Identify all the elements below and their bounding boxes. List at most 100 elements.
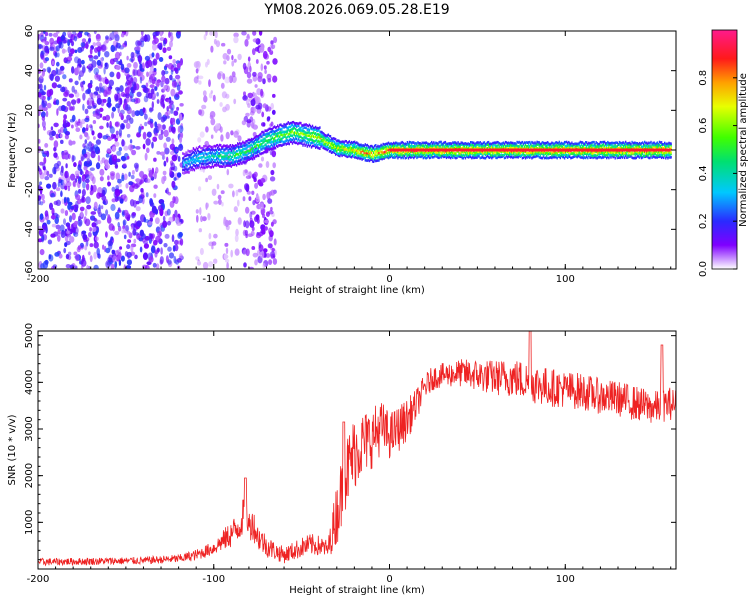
signal-ridge-cell bbox=[335, 144, 337, 147]
signal-ridge-cell bbox=[572, 143, 574, 146]
noise-scatter-dot bbox=[44, 45, 49, 53]
signal-ridge-cell bbox=[382, 142, 384, 146]
noise-scatter-dot bbox=[141, 84, 147, 89]
signal-ridge-cell bbox=[441, 154, 443, 158]
signal-ridge-cell bbox=[325, 138, 327, 142]
noise-scatter-dot bbox=[52, 166, 57, 175]
signal-ridge-cell bbox=[567, 150, 569, 154]
signal-ridge-cell bbox=[551, 152, 553, 155]
signal-ridge-cell bbox=[508, 151, 510, 154]
signal-ridge-cell bbox=[336, 142, 338, 146]
signal-ridge-cell bbox=[443, 151, 445, 155]
signal-ridge-cell bbox=[226, 164, 228, 167]
signal-ridge-cell bbox=[182, 165, 184, 168]
signal-ridge-cell bbox=[605, 142, 607, 145]
signal-ridge-cell bbox=[670, 152, 672, 156]
signal-ridge-cell bbox=[609, 146, 611, 150]
noise-scatter-dot bbox=[93, 241, 99, 249]
signal-ridge-cell bbox=[530, 154, 532, 157]
noise-column-dot bbox=[270, 251, 275, 258]
noise-scatter-dot bbox=[82, 64, 86, 73]
signal-ridge-cell bbox=[375, 156, 377, 160]
signal-ridge-cell bbox=[289, 137, 292, 141]
noise-gap-dot bbox=[221, 91, 227, 99]
signal-ridge-cell bbox=[592, 152, 594, 155]
signal-ridge-cell bbox=[409, 144, 412, 148]
signal-ridge-cell bbox=[648, 141, 650, 145]
noise-scatter-dot bbox=[158, 57, 164, 62]
noise-column-dot bbox=[245, 98, 250, 106]
signal-ridge-cell bbox=[367, 150, 370, 153]
noise-scatter-dot bbox=[136, 132, 141, 138]
signal-ridge-cell bbox=[628, 141, 630, 145]
signal-ridge-cell bbox=[350, 149, 353, 152]
signal-ridge-cell bbox=[640, 154, 643, 157]
signal-ridge-cell bbox=[538, 146, 540, 149]
noise-scatter-dot bbox=[84, 178, 90, 184]
signal-ridge-cell bbox=[194, 158, 197, 162]
signal-ridge-cell bbox=[625, 145, 627, 149]
signal-ridge-cell bbox=[350, 142, 353, 146]
signal-ridge-cell bbox=[580, 143, 583, 146]
signal-ridge-cell bbox=[303, 138, 305, 142]
signal-ridge-cell bbox=[420, 155, 422, 159]
signal-ridge-cell bbox=[306, 124, 308, 127]
signal-ridge-cell bbox=[302, 130, 304, 133]
signal-ridge-cell bbox=[211, 148, 213, 151]
noise-scatter-dot bbox=[55, 99, 60, 106]
signal-ridge-cell bbox=[505, 154, 508, 158]
signal-ridge-cell bbox=[648, 151, 650, 154]
signal-ridge-cell bbox=[349, 151, 352, 154]
signal-ridge-cell bbox=[282, 140, 284, 144]
signal-ridge-cell bbox=[416, 156, 418, 160]
signal-ridge-cell bbox=[631, 156, 633, 159]
signal-ridge-cell bbox=[317, 129, 319, 133]
signal-ridge-cell bbox=[478, 146, 480, 149]
signal-ridge-cell bbox=[435, 141, 437, 145]
signal-ridge-cell bbox=[182, 152, 184, 155]
signal-ridge-cell bbox=[445, 146, 448, 150]
signal-ridge-cell bbox=[313, 126, 316, 130]
signal-ridge-cell bbox=[224, 165, 226, 169]
signal-ridge-cell bbox=[266, 141, 268, 144]
noise-column-dot bbox=[269, 176, 276, 182]
signal-ridge-cell bbox=[351, 152, 354, 155]
noise-column-dot bbox=[246, 78, 253, 84]
signal-ridge-cell bbox=[202, 160, 204, 163]
signal-ridge-cell bbox=[319, 143, 321, 146]
signal-ridge-cell bbox=[241, 158, 243, 161]
noise-scatter-dot bbox=[81, 189, 86, 197]
signal-ridge-cell bbox=[248, 156, 250, 159]
signal-ridge-cell bbox=[407, 142, 410, 146]
noise-scatter-dot bbox=[66, 101, 72, 107]
signal-ridge-cell bbox=[224, 144, 226, 148]
signal-ridge-cell bbox=[341, 142, 343, 145]
signal-ridge-cell bbox=[512, 144, 514, 147]
signal-ridge-cell bbox=[513, 155, 515, 159]
noise-scatter-dot bbox=[133, 238, 137, 244]
noise-scatter-dot bbox=[166, 46, 172, 52]
signal-ridge-cell bbox=[341, 148, 343, 152]
signal-ridge-cell bbox=[416, 143, 418, 147]
signal-ridge-cell bbox=[356, 145, 358, 148]
noise-scatter-dot bbox=[166, 208, 171, 216]
noise-scatter-dot bbox=[116, 196, 121, 200]
signal-ridge-cell bbox=[636, 152, 638, 156]
noise-scatter-dot bbox=[62, 180, 67, 186]
signal-ridge-cell bbox=[403, 146, 405, 149]
noise-column-dot bbox=[264, 219, 269, 224]
signal-ridge-cell bbox=[570, 142, 572, 146]
signal-ridge-cell bbox=[230, 151, 232, 154]
noise-gap-dot bbox=[221, 201, 224, 207]
noise-scatter-dot bbox=[176, 62, 181, 69]
signal-ridge-cell bbox=[258, 137, 260, 140]
signal-ridge-cell bbox=[238, 146, 240, 149]
noise-scatter-dot bbox=[49, 37, 55, 45]
noise-gap-dot bbox=[213, 200, 219, 205]
signal-ridge-cell bbox=[460, 143, 462, 146]
signal-ridge-cell bbox=[506, 152, 509, 156]
signal-ridge-cell bbox=[624, 156, 626, 160]
signal-ridge-cell bbox=[621, 143, 624, 147]
signal-ridge-cell bbox=[218, 161, 220, 165]
signal-ridge-cell bbox=[370, 148, 373, 152]
